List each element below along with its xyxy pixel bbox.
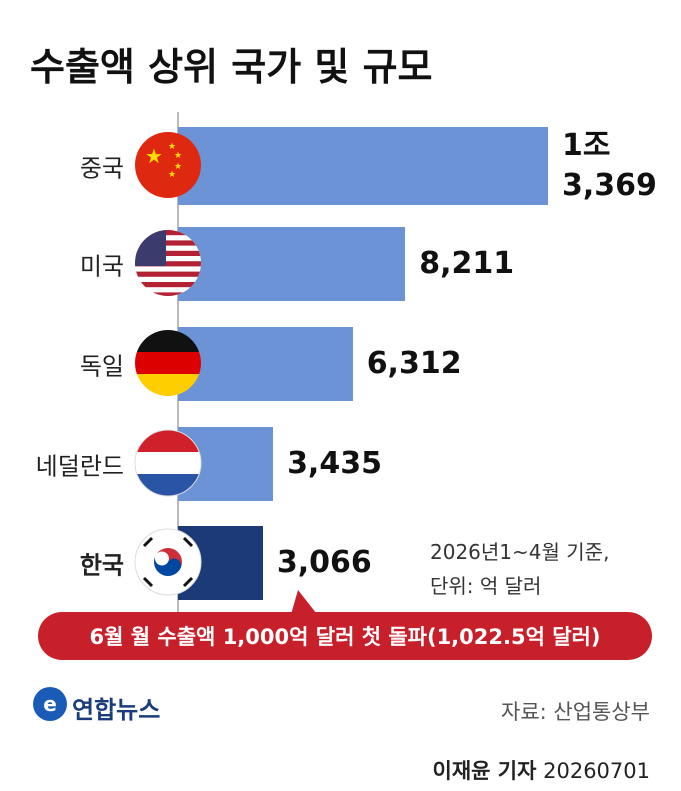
bar bbox=[178, 227, 406, 301]
category-label: 미국 bbox=[79, 252, 124, 281]
value-label: 3,435 bbox=[287, 446, 382, 481]
category-label: 중국 bbox=[79, 154, 124, 183]
callout-pointer bbox=[290, 590, 320, 618]
svg-text:★: ★ bbox=[168, 142, 176, 152]
flag-korea bbox=[134, 528, 202, 596]
source: 자료: 산업통상부 bbox=[501, 700, 650, 724]
value-label: 1조 3,369 bbox=[562, 128, 657, 203]
logo-icon: e bbox=[33, 687, 67, 721]
bar bbox=[178, 327, 353, 401]
category-label: 한국 bbox=[79, 551, 124, 580]
note-line: 단위: 억 달러 bbox=[430, 574, 542, 598]
note: 2026년1~4월 기준, 단위: 억 달러 bbox=[430, 535, 609, 603]
date: 20260701 bbox=[543, 759, 650, 783]
svg-text:★: ★ bbox=[145, 144, 163, 168]
svg-text:★: ★ bbox=[174, 162, 182, 172]
flag-netherlands bbox=[134, 429, 202, 497]
flag-usa bbox=[135, 230, 201, 296]
bar bbox=[178, 127, 548, 205]
flag-china: ★ ★ ★ ★ ★ bbox=[135, 132, 201, 198]
category-label: 독일 bbox=[79, 352, 124, 381]
logo: 연합뉴스 bbox=[72, 696, 161, 724]
callout: 6월 월 수출액 1,000억 달러 첫 돌파(1,022.5억 달러) bbox=[38, 612, 652, 660]
svg-text:★: ★ bbox=[168, 170, 176, 180]
reporter: 이재윤 기자 bbox=[432, 759, 537, 783]
credit: 이재윤 기자 20260701 bbox=[433, 755, 651, 785]
value-label: 3,066 bbox=[276, 545, 372, 580]
flag-germany bbox=[135, 330, 201, 396]
value-label: 6,312 bbox=[366, 346, 462, 381]
category-label: 네덜란드 bbox=[35, 452, 124, 481]
svg-text:★: ★ bbox=[174, 151, 182, 161]
svg-text:e: e bbox=[43, 692, 57, 716]
value-label: 8,211 bbox=[419, 246, 515, 281]
chart-title: 수출액 상위 국가 및 규모 bbox=[30, 45, 433, 89]
note-line: 2026년1~4월 기준, bbox=[430, 540, 610, 564]
